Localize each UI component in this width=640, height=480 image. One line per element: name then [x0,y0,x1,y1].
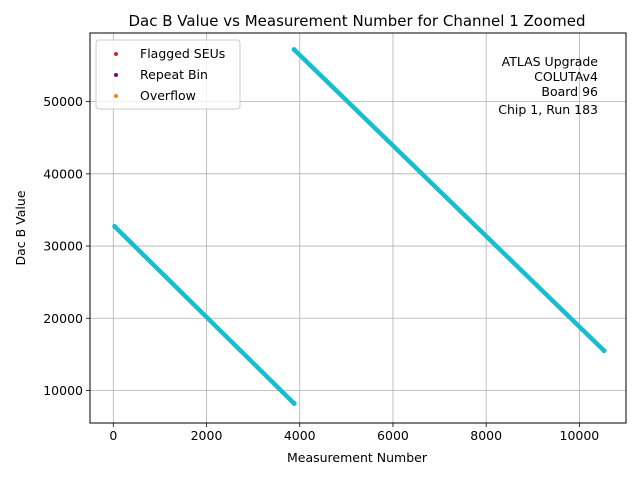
legend-box [95,39,241,110]
y-tick-label: 10000 [43,383,83,398]
x-tick-label: 0 [109,428,117,443]
x-tick-label: 2000 [191,428,223,443]
y-tick-label: 30000 [43,239,83,254]
chart-title: Dac B Value vs Measurement Number for Ch… [128,12,585,30]
x-tick-label: 10000 [560,428,600,443]
x-axis-label: Measurement Number [287,450,428,465]
data-segment-2 [291,47,607,354]
legend-marker-flagged-seus [114,52,118,56]
x-tick-label: 8000 [470,428,502,443]
legend-label-flagged-seus: Flagged SEUs [140,46,225,61]
data-point-start-1 [112,224,118,230]
y-tick-label: 50000 [43,94,83,109]
legend-label-repeat-bin: Repeat Bin [140,67,208,82]
y-tick-label: 20000 [43,311,83,326]
grid [90,33,626,423]
data-point-start-2 [291,47,297,53]
data-point-end-1 [291,401,297,406]
y-tick-label: 40000 [43,166,83,181]
annotation-line-2: COLUTAv4 [534,69,598,84]
data-segment-1 [112,224,297,406]
annotation-line-1: ATLAS Upgrade [502,54,599,69]
legend-label-overflow: Overflow [140,88,196,103]
y-axis-label: Dac B Value [13,190,28,265]
annotation-box: ATLAS Upgrade COLUTAv4 Board 96 Chip 1, … [498,54,598,117]
y-axis-ticks: 10000 20000 30000 40000 50000 [43,94,90,398]
legend: Flagged SEUs Repeat Bin Overflow [95,39,241,110]
data-series [112,47,607,406]
plot-frame [89,32,627,424]
legend-marker-overflow [114,94,118,98]
legend-marker-repeat-bin [114,73,118,77]
x-axis-ticks: 0 2000 4000 6000 8000 10000 [109,423,599,443]
annotation-line-4: Chip 1, Run 183 [498,102,598,117]
annotation-line-3: Board 96 [541,84,598,99]
x-tick-label: 6000 [377,428,409,443]
x-tick-label: 4000 [284,428,316,443]
data-point-end-2 [601,348,607,354]
